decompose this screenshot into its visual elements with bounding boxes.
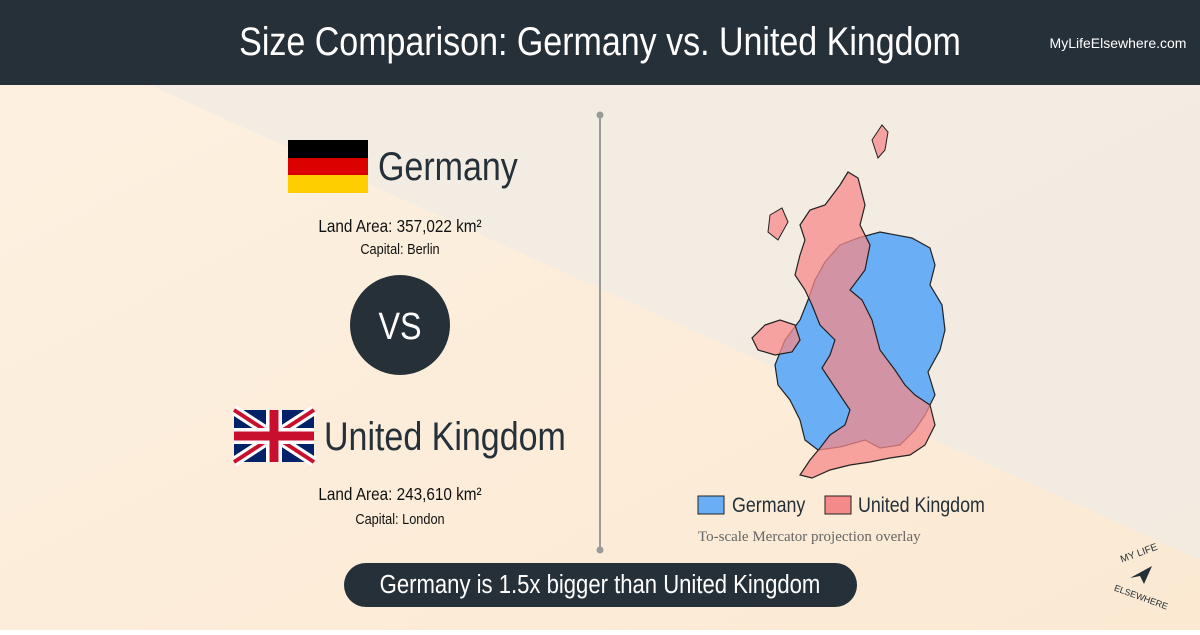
- uk-flag: [231, 405, 317, 467]
- legend-label: Germany: [732, 494, 806, 518]
- summary-pill: [344, 563, 857, 607]
- caption: To-scale Mercator projection overlay: [698, 529, 921, 545]
- uk-island: [871, 124, 889, 159]
- legend-swatch: [697, 495, 725, 515]
- capital: Capital: Berlin: [360, 240, 439, 257]
- legend-label: United Kingdom: [858, 494, 985, 518]
- header-title: Size Comparison: Germany vs. United King…: [239, 18, 961, 63]
- site-name: MyLifeElsewhere.com: [1050, 35, 1187, 51]
- divider-end: [596, 546, 604, 554]
- vs-text: VS: [378, 306, 421, 348]
- country-name: United Kingdom: [324, 413, 566, 458]
- capital: Capital: London: [355, 510, 444, 527]
- divider-end: [596, 111, 604, 119]
- vs-badge: [350, 275, 450, 375]
- summary: Germany is 1.5x bigger than United Kingd…: [380, 570, 821, 599]
- country-name: Germany: [378, 143, 518, 188]
- land-area: Land Area: 243,610 km²: [318, 484, 482, 504]
- uk-shape: [794, 171, 936, 479]
- uk-island: [751, 319, 801, 356]
- header-bar: [0, 0, 1200, 85]
- uk-island: [767, 207, 789, 241]
- land-area: Land Area: 357,022 km²: [318, 216, 482, 236]
- legend-swatch: [824, 495, 852, 515]
- background-band: [150, 85, 1200, 560]
- germany-flag: [288, 140, 368, 193]
